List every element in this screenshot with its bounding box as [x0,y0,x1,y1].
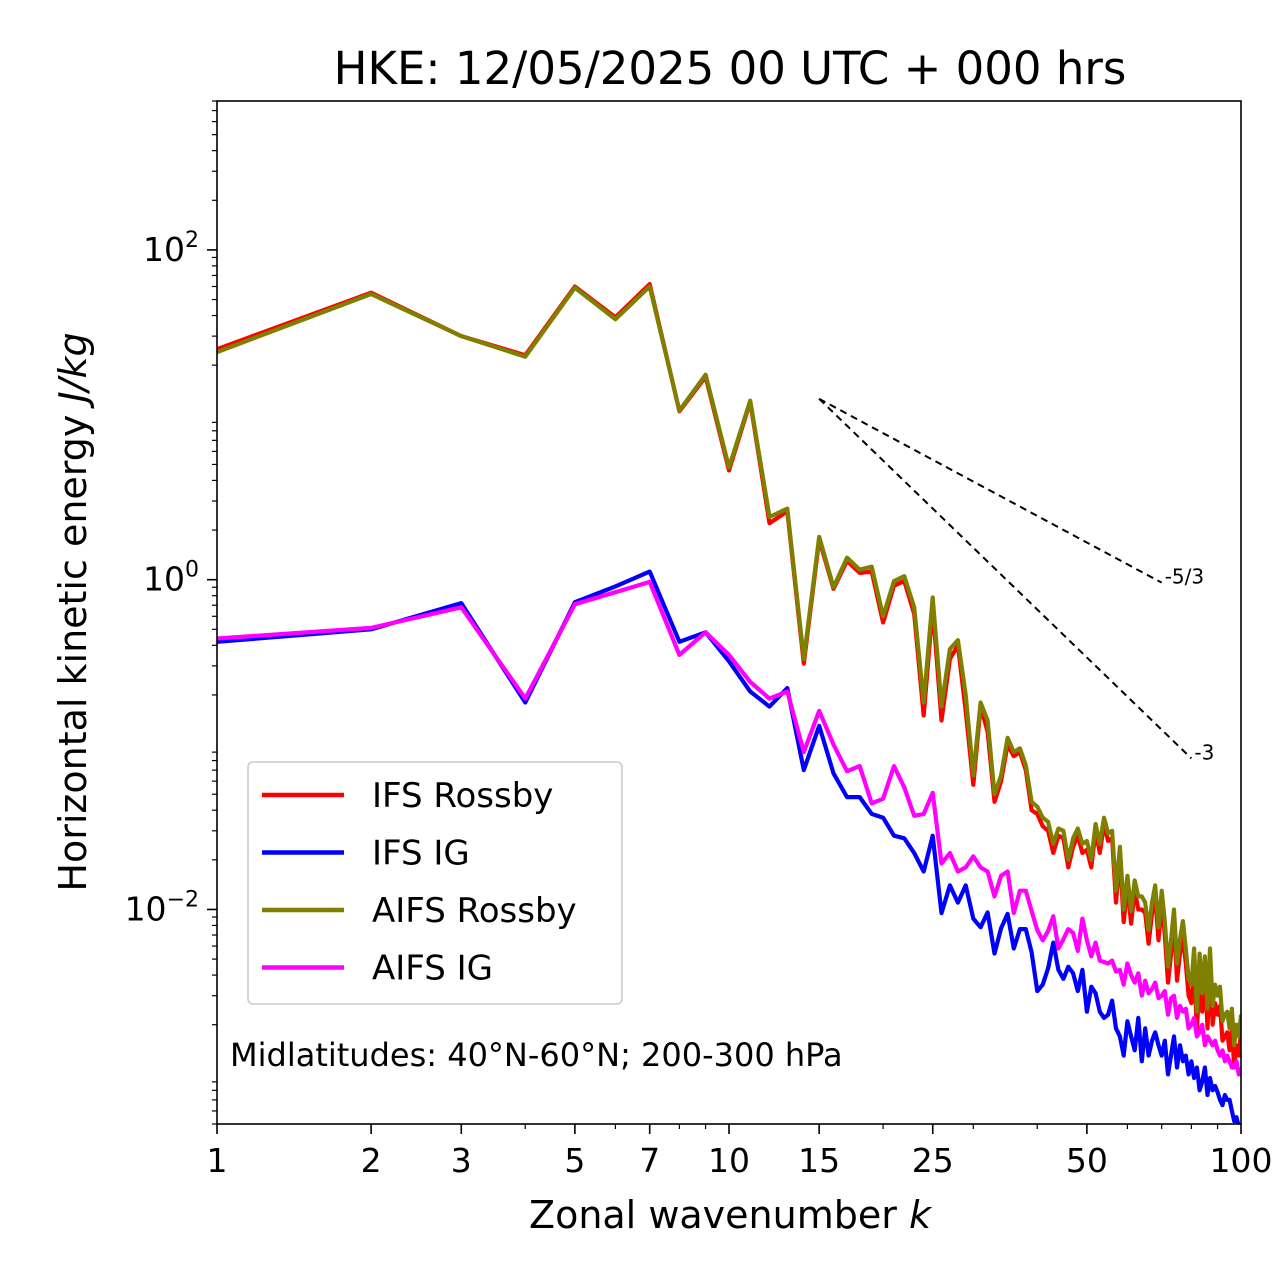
y-tick-exponent: −2 [167,887,199,912]
y-tick-base: 10 [125,889,167,928]
x-axis-label-var: k [909,1193,933,1237]
x-tick-label: 1 [207,1141,228,1180]
y-tick-label: 10−2 [125,887,199,928]
x-tick-label: 100 [1210,1141,1273,1180]
reference-slope-line [818,397,1163,584]
x-tick-label: 50 [1066,1141,1108,1180]
y-tick-label: 100 [143,558,199,599]
y-axis-label: Horizontal kinetic energy J/kg [51,332,95,891]
x-axis-label-text: Zonal wavenumber [529,1193,897,1237]
y-tick-base: 10 [143,230,185,269]
x-tick-label: 5 [564,1141,585,1180]
y-axis-label-unit: J/kg [51,332,95,409]
reference-slope-line [818,398,1193,760]
chart-title: HKE: 12/05/2025 00 UTC + 000 hrs [334,42,1127,95]
series-line-ifs-ig [217,569,1241,1124]
x-tick-label: 15 [798,1141,840,1180]
x-tick-label: 7 [639,1141,660,1180]
x-axis-label: Zonal wavenumber k [529,1193,933,1237]
x-tick-label: 10 [708,1141,750,1180]
legend-label: IFS Rossby [372,776,553,816]
legend-label: AIFS Rossby [372,891,577,931]
legend-label: IFS IG [372,834,470,874]
legend-label: AIFS IG [372,949,493,989]
reference-slopes: -5/3 -3 [818,397,1214,764]
x-axis: 1 2 3 5 7 10 15 25 50 100 [207,1124,1273,1180]
reference-slope-label: -5/3 [1165,565,1204,589]
x-tick-label: 25 [912,1141,954,1180]
y-tick-label: 102 [143,228,199,269]
series-lines [217,282,1241,1124]
y-tick-exponent: 0 [185,558,199,583]
x-tick-label: 2 [361,1141,382,1180]
legend-box [247,761,623,1005]
series-line-aifs-rossby [217,284,1241,1048]
region-annotation: Midlatitudes: 40°N-60°N; 200-300 hPa [230,1036,843,1074]
x-tick-label: 3 [451,1141,472,1180]
y-axis-label-text: Horizontal kinetic energy [51,415,95,892]
y-tick-exponent: 2 [185,228,199,253]
legend: IFS Rossby IFS IG AIFS Rossby AIFS IG [247,761,623,1005]
series-line-aifs-ig [217,579,1241,1077]
y-tick-base: 10 [143,560,185,599]
reference-slope-label: -3 [1194,740,1214,764]
